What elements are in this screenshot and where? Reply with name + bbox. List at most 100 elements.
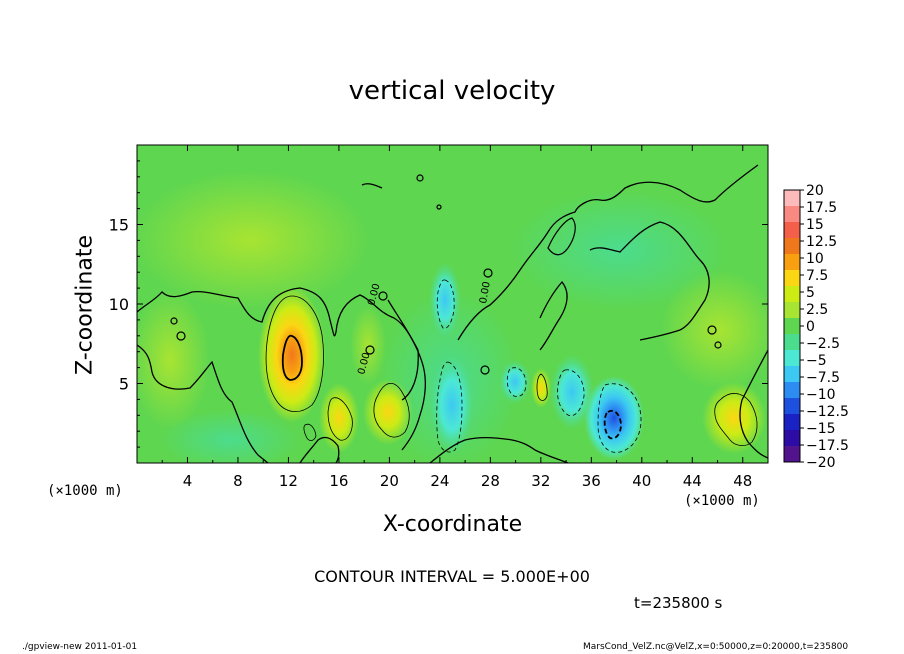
colorbar-swatch [784, 382, 800, 399]
colorbar-label: −15 [806, 421, 836, 437]
updraft-19km [363, 379, 413, 445]
colorbar-swatch [784, 190, 800, 207]
colorbar-label: 17.5 [806, 200, 837, 216]
colorbar-label: 10 [806, 251, 824, 267]
contour-plus10-updraft-12km [281, 334, 303, 381]
faint-downdraft-bottom-left [160, 410, 300, 463]
x-tick-label-32: 32 [531, 472, 550, 490]
colorbar-label: 0 [806, 319, 815, 335]
contour-plus5-updraft-32km [536, 373, 548, 401]
x-tick-label-24: 24 [430, 472, 449, 490]
contour-zero-right-loop [589, 221, 710, 341]
colorbar-label: −12.5 [806, 404, 849, 420]
y-tick-label-15: 15 [109, 216, 129, 235]
colorbar-label: 5 [806, 285, 815, 301]
contour-zero-bottom-left [299, 436, 340, 463]
colorbar-label: 12.5 [806, 234, 837, 250]
contour-loop-b [170, 317, 178, 325]
contour-loop-j [436, 204, 442, 210]
contour-minus10-downdraft-38km [603, 409, 622, 440]
contour-plus5-updraft-15km [327, 397, 353, 441]
contour-label-3: 0.00 [478, 281, 493, 305]
contour-lines [137, 164, 768, 463]
contour-loop-f [707, 325, 717, 335]
x-tick-label-12: 12 [279, 472, 298, 490]
colorbar-label: 2.5 [806, 302, 828, 318]
y-tick-label-10: 10 [109, 295, 129, 314]
chart-title: vertical velocity [348, 76, 556, 106]
colorbar-swatch [784, 430, 800, 447]
contour-loop-h [480, 365, 490, 375]
faint-updraft-upper-left [137, 170, 370, 310]
footer-left: ./gpview-new 2011-01-01 [22, 642, 138, 652]
colorbar-label: −7.5 [806, 370, 840, 386]
contour-loop-g [714, 341, 722, 349]
colorbar-label: −10 [806, 387, 836, 403]
colorbar-label: −2.5 [806, 336, 840, 352]
x-tick-label-48: 48 [733, 472, 752, 490]
colorbar-swatch [784, 398, 800, 415]
contour-loop-i [416, 174, 424, 182]
heatmap-blobs [137, 170, 768, 463]
colorbar-swatch [784, 222, 800, 239]
x-tick-label-36: 36 [582, 472, 601, 490]
contour-interval-label: CONTOUR INTERVAL = 5.000E+00 [314, 567, 590, 586]
colorbar-swatch [784, 318, 800, 335]
colorbar-swatch [784, 350, 800, 367]
colorbar-label: −20 [806, 455, 836, 471]
x-tick-label-20: 20 [380, 472, 399, 490]
downdraft-24km [430, 355, 474, 455]
contour-loop-d [365, 345, 375, 355]
updraft-17km-mid [350, 305, 386, 385]
x-tick-label-16: 16 [329, 472, 348, 490]
downdraft-38km [584, 376, 644, 460]
contour-zero-bottom-mid [429, 437, 569, 463]
colorbar: 2017.51512.5107.552.50−2.5−5−7.5−10−12.5… [783, 183, 849, 471]
colorbar-swatch [784, 446, 800, 463]
colorbar-swatch [784, 254, 800, 271]
colorbar-label: −17.5 [806, 438, 849, 454]
time-label: t=235800 s [634, 594, 723, 612]
contour-plus5-updraft-46km [714, 393, 758, 446]
contour-loop-c [378, 291, 388, 301]
contour-loop-a [176, 331, 186, 341]
contour-minus5-downdraft-25km-upper [436, 279, 455, 329]
contour-minus5-downdraft-24km [436, 361, 463, 453]
contour-zero-upper-right-small [547, 217, 576, 256]
x-tick-label-44: 44 [683, 472, 702, 490]
colorbar-label: 15 [806, 217, 824, 233]
colorbar-swatch [784, 302, 800, 319]
x-axis-ticks: 4 8 12 16 20 24 28 32 36 40 44 48 [161, 145, 752, 490]
contour-plus5-small-left [303, 423, 317, 441]
contour-zero-left [137, 344, 269, 463]
y-axis-ticks: 5 10 15 [109, 160, 768, 448]
x-axis-label: X-coordinate [382, 512, 523, 537]
updraft-core-12km [258, 287, 326, 423]
downdraft-25km-upper [429, 262, 461, 338]
updraft-46km [702, 382, 766, 454]
colorbar-swatch [784, 270, 800, 287]
contour-plus5-updraft-12km [265, 295, 324, 412]
colorbar-swatch [784, 334, 800, 351]
contour-loop-e [483, 268, 493, 278]
faint-downdraft-right [510, 190, 730, 310]
faint-updraft-right [660, 270, 768, 390]
contour-zero-mid [387, 299, 426, 451]
updraft-15km [319, 383, 359, 453]
contour-plus5-updraft-19km [373, 382, 410, 438]
contour-zero-upper-mid [361, 183, 383, 189]
x-tick-label-4: 4 [183, 472, 193, 490]
colorbar-swatch [784, 414, 800, 431]
contour-zero-right-rising [457, 164, 759, 341]
downdraft-30km [499, 360, 531, 404]
colorbar-swatch [784, 366, 800, 383]
colorbar-swatch [784, 206, 800, 223]
footer-right: MarsCond_VelZ.nc@VelZ,x=0:50000,z=0:2000… [583, 642, 849, 652]
faint-updraft-left [137, 290, 210, 430]
x-tick-label-40: 40 [632, 472, 651, 490]
colorbar-label: 7.5 [806, 268, 828, 284]
contour-minus5-downdraft-34km [557, 369, 585, 417]
colorbar-swatch [784, 238, 800, 255]
colorbar-swatch [784, 286, 800, 303]
x-tick-label-8: 8 [233, 472, 243, 490]
